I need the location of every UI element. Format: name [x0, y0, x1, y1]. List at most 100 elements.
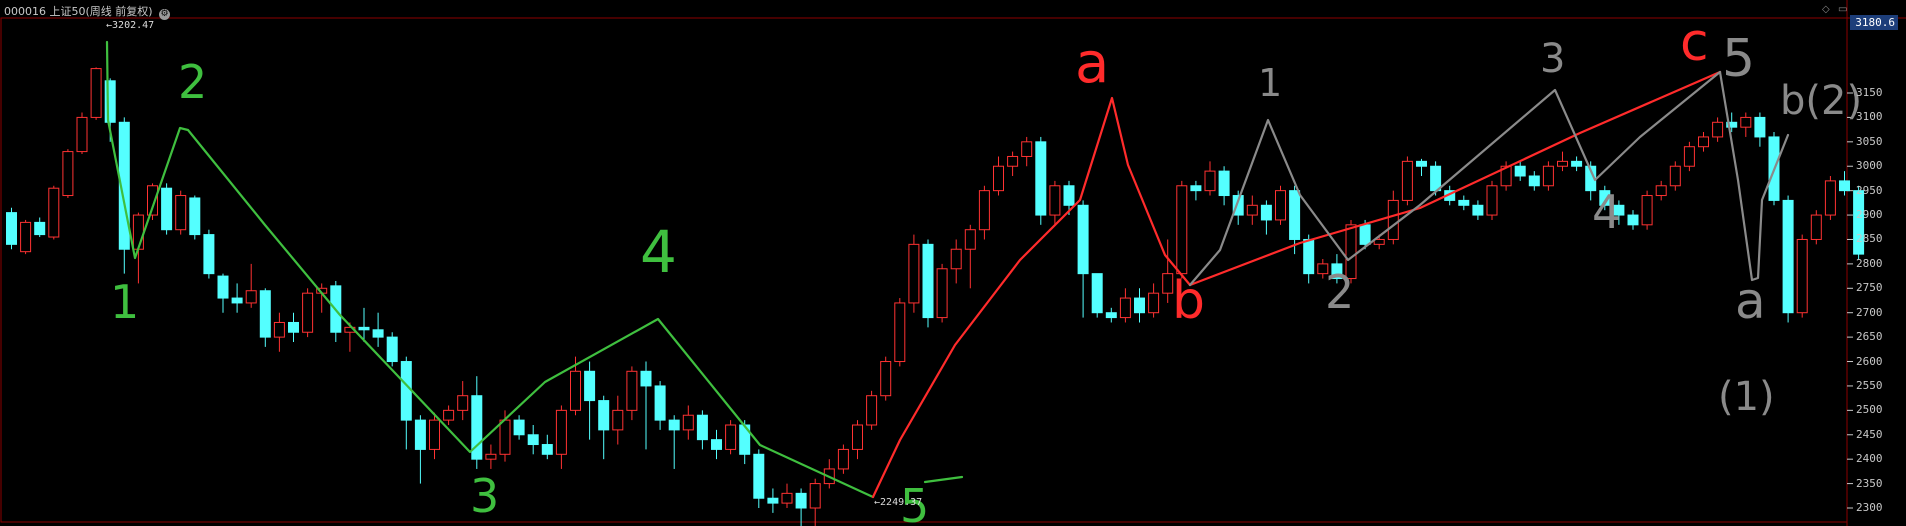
candle-body: [1232, 195, 1244, 216]
wave-label: c: [1680, 13, 1709, 73]
candle-body: [147, 185, 158, 216]
candle-body: [993, 165, 1004, 192]
candle: [711, 429, 722, 460]
candle: [1726, 112, 1738, 133]
y-tick-label: 2900: [1856, 208, 1883, 222]
candle-body: [485, 453, 497, 460]
candle: [147, 183, 158, 220]
y-tick-label: 2750: [1856, 281, 1883, 295]
candle: [1599, 185, 1611, 211]
candle-body: [1401, 160, 1413, 201]
candle: [767, 488, 779, 513]
candle-body: [1148, 292, 1160, 314]
candle: [161, 183, 173, 235]
candle-body: [711, 439, 722, 450]
candle: [1387, 190, 1399, 245]
candle-body: [1049, 185, 1061, 216]
candle: [34, 217, 46, 238]
gear-icon[interactable]: ⚙: [159, 9, 171, 20]
wave-label: 5: [1722, 29, 1755, 89]
candle: [1542, 161, 1554, 191]
candle: [598, 395, 610, 460]
chart-header: 000016 上证50(周线 前复权) ⚙: [4, 3, 171, 20]
candle-body: [1387, 199, 1399, 240]
y-tick-label: 2650: [1856, 330, 1883, 344]
candle: [781, 483, 793, 508]
candle-body: [668, 419, 680, 431]
y-tick-label: 2300: [1856, 501, 1883, 514]
y-tick-label: 2450: [1856, 427, 1883, 441]
candle-body: [1486, 185, 1498, 216]
candle: [753, 449, 765, 508]
candle-body: [1091, 273, 1103, 314]
candle-body: [1190, 185, 1202, 192]
high-annotation: ←3202.47: [106, 20, 155, 31]
candle-body: [555, 409, 567, 455]
candle: [555, 405, 567, 469]
candle: [1401, 156, 1413, 206]
candle-body: [372, 329, 384, 338]
candle: [993, 156, 1004, 196]
candle-body: [1345, 224, 1357, 280]
candle-body: [1119, 297, 1131, 319]
wave-label: 2: [178, 55, 207, 109]
candle-body: [1373, 238, 1385, 245]
candle: [1641, 190, 1653, 230]
candle: [823, 459, 835, 489]
candle-body: [570, 370, 581, 411]
wave-label: 3: [1540, 36, 1565, 82]
candle-body: [499, 419, 511, 455]
candle: [90, 67, 102, 120]
candle-body: [400, 361, 412, 421]
candle-body: [1458, 199, 1470, 206]
candle: [175, 190, 187, 235]
candle: [1683, 141, 1695, 172]
candle-body: [414, 419, 426, 450]
candle: [1557, 151, 1568, 172]
candle: [908, 234, 920, 313]
candle: [1754, 112, 1766, 147]
candle-body: [964, 229, 976, 250]
candle-body: [795, 492, 807, 509]
candle-body: [1289, 190, 1301, 240]
candle: [1824, 176, 1836, 220]
candle-body: [809, 483, 821, 509]
candle-body: [1317, 263, 1329, 275]
candle-body: [1204, 170, 1216, 192]
y-tick-label: 3000: [1856, 159, 1883, 173]
wave-label: b: [1172, 271, 1205, 331]
candle: [950, 239, 962, 284]
candle-body: [1500, 165, 1512, 187]
candle: [1105, 307, 1117, 323]
candle-body: [1416, 160, 1427, 167]
candle-body: [1740, 116, 1752, 128]
candle: [1289, 185, 1301, 255]
minimize-icon[interactable]: ▭: [1838, 4, 1848, 15]
stock-name: 上证50: [49, 5, 86, 18]
candle-body: [852, 424, 863, 450]
chart-params: (周线 前复权): [85, 5, 153, 18]
candle: [1204, 161, 1216, 196]
candle-body: [1782, 199, 1794, 314]
candle: [1176, 180, 1188, 279]
candle: [1190, 180, 1202, 201]
candle-body: [1007, 155, 1019, 167]
candle: [1218, 166, 1230, 206]
wave-label: 2: [1325, 265, 1354, 319]
diamond-icon[interactable]: ◇: [1822, 4, 1830, 15]
candle: [62, 149, 74, 198]
candle: [1063, 180, 1075, 216]
candle: [682, 405, 694, 440]
candle-body: [950, 248, 962, 270]
candle-body: [626, 370, 638, 411]
candle: [118, 117, 130, 274]
candle-body: [1218, 170, 1230, 197]
wave-line-gray: [1188, 70, 1722, 287]
candle-body: [978, 190, 990, 231]
candle-body: [1754, 116, 1766, 138]
candle-body: [189, 197, 201, 236]
candle: [570, 356, 581, 416]
candle-body: [245, 290, 257, 304]
candle-body: [1599, 190, 1611, 206]
